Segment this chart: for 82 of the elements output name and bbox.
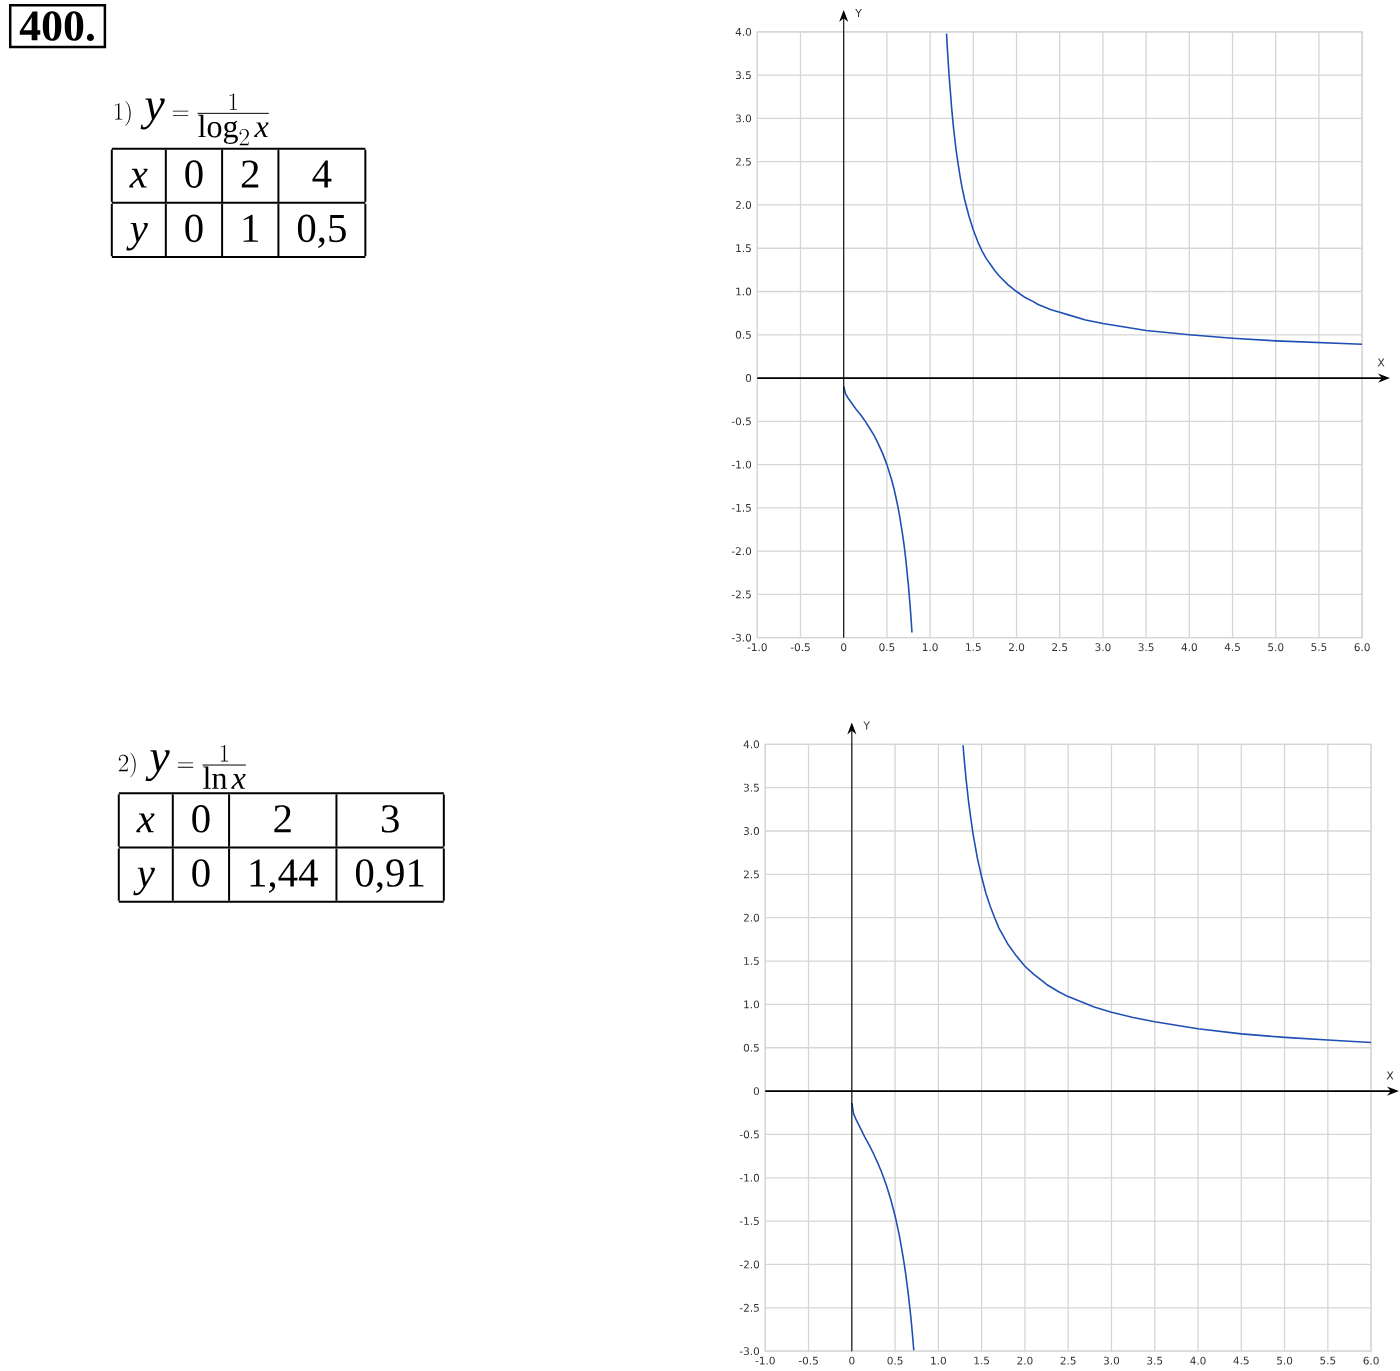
y-tick-label: 3.5 <box>735 71 751 80</box>
y-tick-label: 2.0 <box>743 913 760 922</box>
y-tick-label: 4.0 <box>743 740 760 749</box>
x-tick-label: 1.0 <box>922 643 938 652</box>
y-tick-label: -3.0 <box>739 1347 760 1356</box>
x-tick-label: 1.0 <box>931 1356 946 1365</box>
x-tick-label: 0.5 <box>887 1356 903 1365</box>
x-tick-label: 4.5 <box>1233 1356 1249 1365</box>
y-tick-label: -0.5 <box>731 417 751 426</box>
x-tick-label: 2.0 <box>1008 643 1025 652</box>
x-tick-label: 3.5 <box>1138 643 1154 652</box>
text: 0,91 <box>355 859 424 893</box>
y-axis-title: Y <box>863 721 871 730</box>
x-tick-label: 5.5 <box>1320 1356 1336 1365</box>
text: 2 <box>274 805 291 833</box>
text: 1,44 <box>250 859 318 893</box>
text: x <box>136 813 155 833</box>
text: 2 <box>241 160 259 188</box>
x-tick-label: 6.0 <box>1354 643 1370 652</box>
text: $2)\ y=\frac{1}{\ln x}$ <box>118 745 246 789</box>
text: y <box>126 222 148 251</box>
text: 1 <box>243 214 259 242</box>
x-tick-label: 5.0 <box>1277 1356 1293 1365</box>
text: 4 <box>312 160 332 188</box>
x-tick-label: 2.5 <box>1052 643 1068 652</box>
x-tick-label: 1.5 <box>974 1356 990 1365</box>
x-tick-label: 0 <box>849 1356 855 1365</box>
text: 0,5 <box>297 214 346 248</box>
y-tick-label: 0 <box>753 1087 760 1095</box>
x-axis-title: X <box>1377 358 1385 367</box>
y-tick-label: 3.0 <box>743 827 760 835</box>
text: 0 <box>185 160 203 188</box>
text: 400. <box>19 11 94 41</box>
y-tick-label: 2.5 <box>735 157 751 166</box>
x-tick-label: -1.0 <box>755 1356 775 1365</box>
y-tick-label: 1.5 <box>736 244 751 253</box>
y-tick-label: 3.5 <box>743 783 759 792</box>
y-axis-title: Y <box>855 8 862 17</box>
x-tick-label: 1.5 <box>966 643 981 651</box>
y-tick-label: 0.5 <box>735 330 751 339</box>
text: $1)\ y=\frac{1}{\log_{2}x}$ <box>114 93 269 146</box>
x-tick-label: 3.0 <box>1103 1356 1120 1365</box>
text: 0 <box>192 859 210 887</box>
y-tick-label: 4.0 <box>735 27 752 36</box>
text: x <box>129 168 148 188</box>
x-tick-label: 0 <box>841 643 847 652</box>
y-tick-label: -2.5 <box>731 590 751 599</box>
text: 0 <box>185 214 203 243</box>
y-tick-label: 3.0 <box>735 114 752 123</box>
y-tick-label: 0.5 <box>743 1043 759 1052</box>
y-tick-label: 0 <box>745 374 752 382</box>
x-tick-label: 3.0 <box>1095 643 1111 652</box>
x-tick-label: 4.5 <box>1224 643 1240 651</box>
x-tick-label: 2.0 <box>1017 1356 1033 1365</box>
y-tick-label: 1.0 <box>736 287 752 296</box>
x-tick-label: -0.5 <box>798 1356 818 1365</box>
x-tick-label: 6.0 <box>1363 1356 1379 1365</box>
x-axis-title: X <box>1386 1071 1394 1080</box>
y-tick-label: -1.5 <box>739 1217 759 1225</box>
y-tick-label: -2.0 <box>731 547 752 556</box>
text: 0 <box>192 805 210 833</box>
x-tick-label: 5.0 <box>1268 643 1284 652</box>
x-tick-label: 3.5 <box>1147 1356 1163 1365</box>
x-tick-label: 5.5 <box>1311 643 1327 651</box>
x-tick-label: 0.5 <box>879 643 895 652</box>
x-tick-label: 4.0 <box>1190 1356 1206 1365</box>
y-tick-label: -3.0 <box>731 633 752 642</box>
text: 3 <box>381 805 399 833</box>
y-tick-label: 2.5 <box>743 870 759 879</box>
y-tick-label: -1.5 <box>731 503 751 512</box>
y-tick-label: -1.0 <box>739 1173 760 1182</box>
x-tick-label: 2.5 <box>1060 1356 1076 1365</box>
y-tick-label: -2.5 <box>739 1303 759 1312</box>
y-tick-label: -2.0 <box>739 1260 760 1269</box>
y-tick-label: 2.0 <box>735 200 752 209</box>
y-tick-label: -1.0 <box>731 460 752 469</box>
y-tick-label: -0.5 <box>739 1130 759 1139</box>
x-tick-label: -0.5 <box>790 643 810 652</box>
text: y <box>133 867 155 896</box>
y-tick-label: 1.5 <box>744 957 759 965</box>
y-tick-label: 1.0 <box>744 1000 760 1009</box>
x-tick-label: 4.0 <box>1181 643 1197 652</box>
